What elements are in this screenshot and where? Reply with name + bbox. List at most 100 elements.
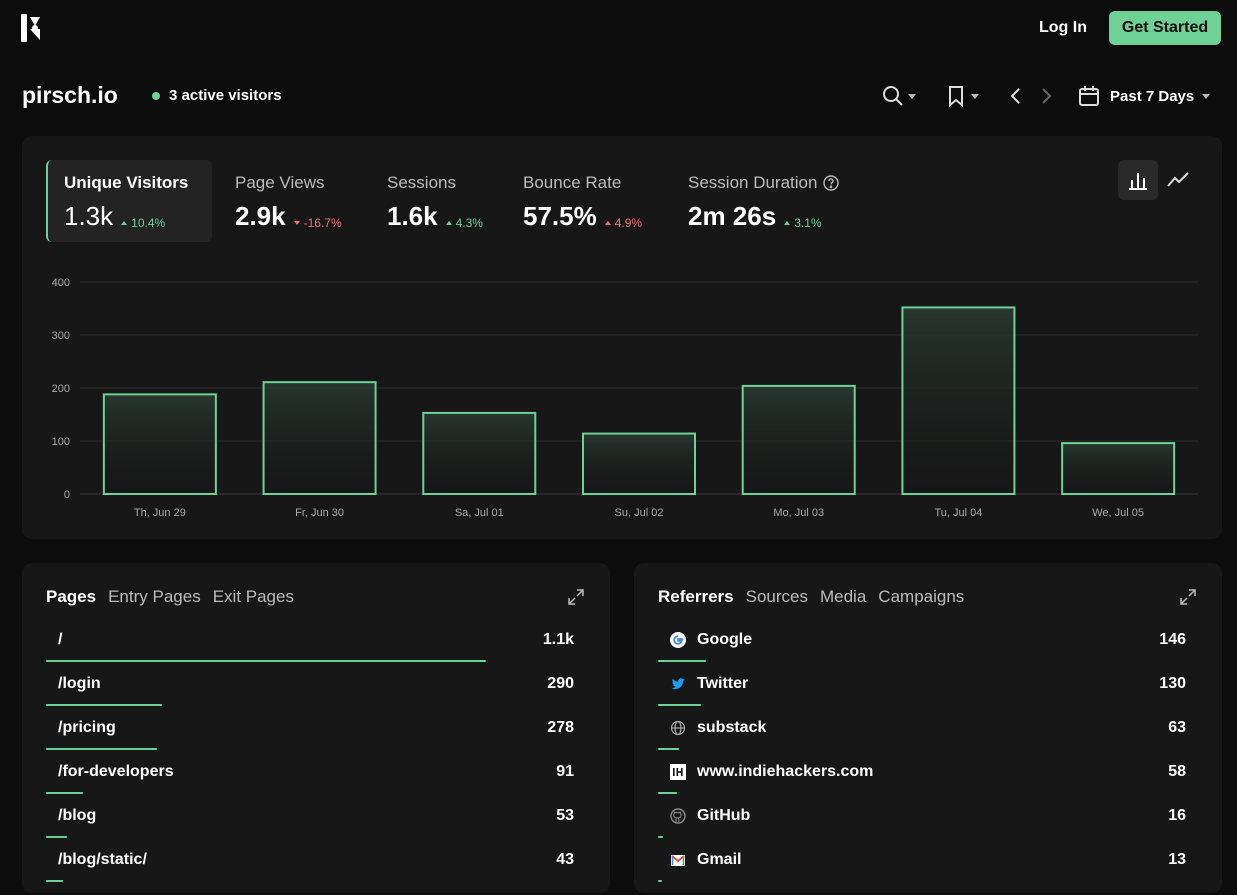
stat-label: Page Views — [235, 173, 325, 192]
stat-value: 2.9k — [235, 201, 286, 231]
stat-page-views[interactable]: Page Views 2.9k -16.7% — [219, 160, 364, 242]
stat-value: 57.5% — [523, 201, 597, 231]
tab-referrers[interactable]: Referrers — [658, 587, 734, 606]
tab-sources[interactable]: Sources — [745, 587, 808, 606]
stat-value: 2m 26s — [688, 201, 777, 231]
search-filter-button[interactable] — [882, 84, 916, 108]
chart-bar[interactable] — [741, 384, 856, 495]
chart-bar[interactable] — [901, 306, 1016, 495]
chevron-right-icon — [1042, 88, 1052, 104]
list-item-value: 63 — [1168, 719, 1186, 736]
expand-icon[interactable] — [568, 589, 584, 605]
expand-icon[interactable] — [1180, 589, 1196, 605]
arrow-up-icon — [121, 221, 128, 225]
list-item[interactable]: /blog/static/43 — [46, 851, 574, 895]
gmail-icon — [670, 852, 686, 873]
stat-unique-visitors[interactable]: Unique Visitors 1.3k 10.4% — [46, 160, 212, 242]
referrers-tabs: Referrers Sources Media Campaigns — [658, 587, 964, 607]
tab-exit-pages[interactable]: Exit Pages — [212, 587, 294, 606]
arrow-down-icon — [293, 221, 300, 225]
tab-pages[interactable]: Pages — [46, 587, 97, 606]
tab-campaigns[interactable]: Campaigns — [878, 587, 965, 606]
tab-media[interactable]: Media — [819, 587, 867, 606]
bar-chart-toggle[interactable] — [1118, 160, 1158, 200]
list-item-label: Google — [697, 631, 753, 648]
stats-card: Unique Visitors 1.3k 10.4% Page Views 2.… — [22, 136, 1222, 539]
list-item[interactable]: Twitter 130 — [658, 675, 1186, 719]
indiehackers-icon — [670, 764, 686, 785]
period-select[interactable]: Past 7 Days — [1078, 84, 1211, 108]
share-bar — [46, 660, 486, 662]
list-item-value: 146 — [1159, 631, 1186, 648]
share-bar — [658, 704, 702, 706]
active-visitors[interactable]: 3 active visitors — [169, 87, 282, 104]
bookmark-icon — [949, 86, 963, 107]
list-item-label: /blog/static/ — [58, 851, 147, 868]
stat-sessions[interactable]: Sessions 1.6k 4.3% — [371, 160, 501, 242]
list-item[interactable]: /blog 53 — [46, 807, 574, 851]
stat-value: 1.3k — [64, 201, 114, 231]
list-item[interactable]: / 1.1k — [46, 631, 574, 675]
chart-bar[interactable] — [1061, 442, 1176, 495]
x-tick-label: We, Jul 05 — [1092, 507, 1144, 519]
site-name[interactable]: pirsch.io — [22, 82, 118, 108]
arrow-up-icon — [445, 221, 452, 225]
list-item-label: /for-developers — [58, 763, 174, 780]
list-item-value: 16 — [1168, 807, 1186, 824]
get-started-button[interactable]: Get Started — [1109, 11, 1221, 45]
list-item-label: / — [58, 631, 63, 648]
google-icon — [670, 632, 686, 653]
y-tick-label: 0 — [64, 489, 70, 501]
share-bar — [46, 748, 158, 750]
github-icon — [670, 808, 686, 829]
share-bar — [46, 880, 64, 882]
arrow-up-icon — [604, 221, 611, 225]
visitors-chart: 0 100 200 300 400 Th, Jun 29 Fr, Jun 30 Sa, Jul… — [52, 277, 1198, 519]
bookmark-button[interactable] — [947, 84, 979, 108]
stat-delta: 10.4% — [121, 216, 165, 230]
line-chart-toggle[interactable] — [1158, 160, 1198, 200]
list-item-value: 53 — [556, 807, 574, 824]
x-tick-label: Tu, Jul 04 — [934, 507, 982, 519]
y-tick-label: 400 — [52, 277, 70, 289]
bar-chart-icon — [1129, 173, 1147, 190]
tab-entry-pages[interactable]: Entry Pages — [108, 587, 201, 606]
chart-bar[interactable] — [582, 432, 696, 495]
pages-tabs: Pages Entry Pages Exit Pages — [46, 587, 294, 607]
chart-bar[interactable] — [102, 393, 217, 495]
stat-session-duration[interactable]: Session Duration 2m 26s 3.1% — [672, 160, 872, 242]
list-item-value: 290 — [547, 675, 574, 692]
stat-label: Sessions — [387, 173, 456, 192]
list-item-value: 1.1k — [542, 631, 574, 648]
list-item-label: /pricing — [58, 719, 116, 736]
login-link[interactable]: Log In — [1039, 19, 1087, 36]
chevron-down-icon — [971, 93, 979, 99]
chart-bar[interactable] — [422, 411, 537, 495]
help-icon[interactable] — [823, 175, 840, 191]
pages-panel: Pages Entry Pages Exit Pages / 1.1k/login… — [22, 563, 610, 893]
list-item-label: www.indiehackers.com — [697, 763, 874, 780]
pirsch-logo[interactable] — [21, 14, 43, 42]
stat-bounce-rate[interactable]: Bounce Rate 57.5% 4.9% — [507, 160, 667, 242]
x-tick-label: Su, Jul 02 — [615, 507, 664, 519]
chevron-down-icon — [908, 93, 916, 99]
list-item-value: 278 — [547, 719, 574, 736]
referrers-panel: Referrers Sources Media Campaigns Google… — [634, 563, 1222, 893]
list-item[interactable]: /login 290 — [46, 675, 574, 719]
list-item[interactable]: /for-developers 91 — [46, 763, 574, 807]
share-bar — [46, 792, 83, 794]
list-item[interactable]: /pricing 278 — [46, 719, 574, 763]
share-bar — [658, 748, 679, 750]
stat-delta: 3.1% — [784, 216, 822, 230]
list-item[interactable]: Gmail 13 — [658, 851, 1186, 895]
chart-bar[interactable] — [262, 381, 377, 495]
list-item[interactable]: GitHub 16 — [658, 807, 1186, 851]
list-item-label: /login — [58, 675, 101, 692]
x-tick-label: Fr, Jun 30 — [295, 507, 344, 519]
list-item[interactable]: www.indiehackers.com 58 — [658, 763, 1186, 807]
next-period-button[interactable] — [1038, 84, 1054, 108]
previous-period-button[interactable] — [1008, 84, 1024, 108]
share-bar — [46, 836, 68, 838]
list-item[interactable]: Google 146 — [658, 631, 1186, 675]
list-item[interactable]: substack 63 — [658, 719, 1186, 763]
